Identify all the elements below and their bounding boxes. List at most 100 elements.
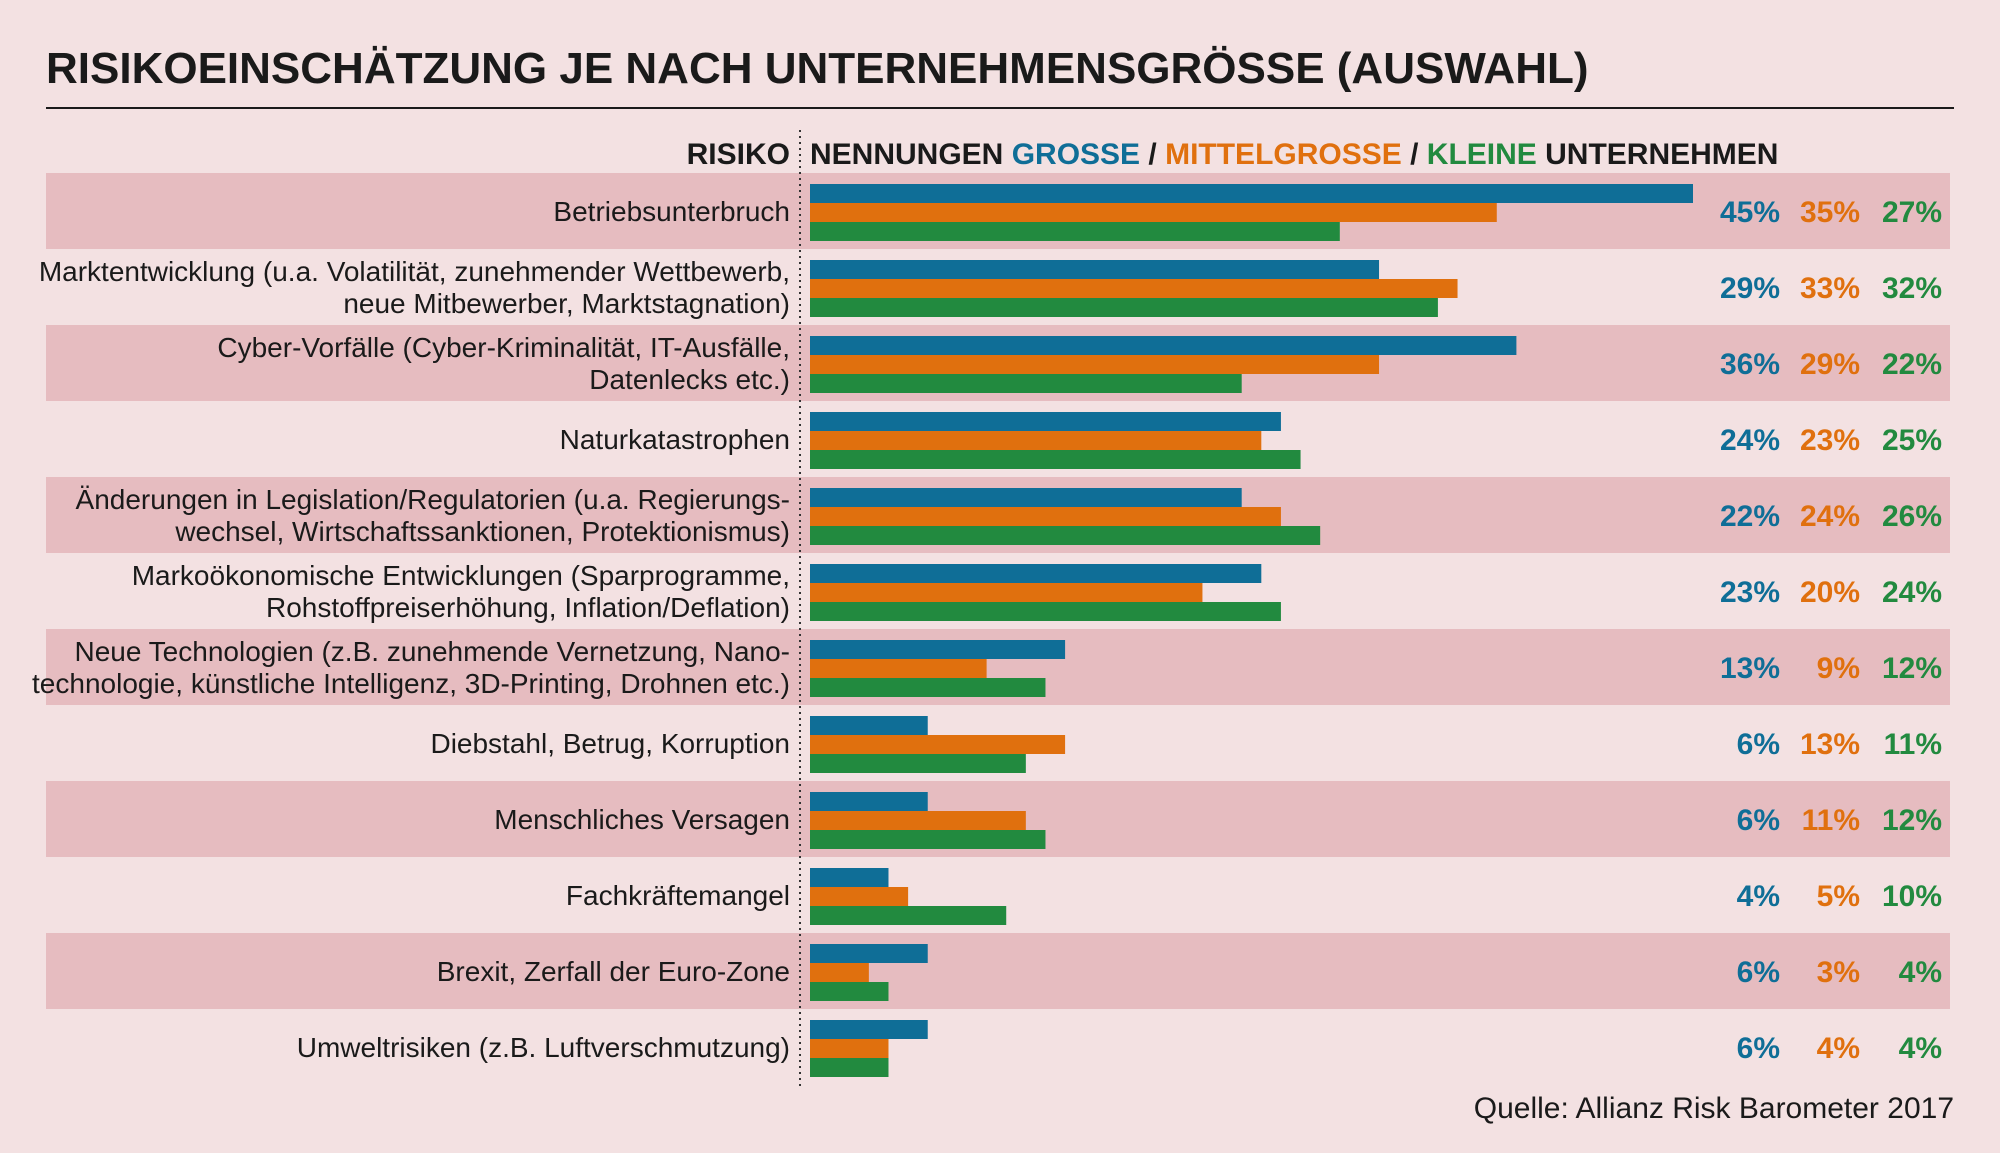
category-label: Umweltrisiken (z.B. Luftverschmutzung)	[297, 1032, 790, 1063]
category-label: Neue Technologien (z.B. zunehmende Verne…	[74, 636, 790, 667]
data-label: 24%	[1720, 424, 1780, 457]
bar-mittelgrosse	[810, 659, 987, 678]
data-label: 36%	[1720, 348, 1780, 381]
category-label: Cyber-Vorfälle (Cyber-Kriminalität, IT-A…	[217, 332, 790, 363]
bar-kleine	[810, 830, 1046, 849]
data-label: 24%	[1800, 500, 1860, 533]
data-label: 22%	[1882, 348, 1942, 381]
category-label: wechsel, Wirtschaftssanktionen, Protekti…	[174, 516, 790, 547]
data-label: 6%	[1737, 956, 1780, 989]
bar-kleine	[810, 222, 1340, 241]
value-header-part: /	[1140, 138, 1165, 171]
data-label: 11%	[1884, 728, 1942, 761]
bar-kleine	[810, 678, 1046, 697]
bar-grosse	[810, 792, 928, 811]
bar-grosse	[810, 412, 1281, 431]
data-label: 27%	[1882, 196, 1942, 229]
bar-kleine	[810, 526, 1321, 545]
value-header-part: UNTERNEHMEN	[1537, 138, 1779, 171]
category-label: Markoökonomische Entwicklungen (Sparprog…	[132, 560, 790, 591]
category-label: Marktentwicklung (u.a. Volatilität, zune…	[39, 256, 790, 287]
data-label: 11%	[1802, 804, 1860, 837]
bar-mittelgrosse	[810, 583, 1203, 602]
data-label: 6%	[1737, 804, 1780, 837]
value-header-part: GROSSE	[1012, 138, 1140, 171]
data-label: 13%	[1800, 728, 1860, 761]
category-label: Brexit, Zerfall der Euro-Zone	[437, 956, 790, 987]
data-label: 45%	[1720, 196, 1780, 229]
category-label: Betriebsunterbruch	[553, 196, 790, 227]
bar-mittelgrosse	[810, 203, 1497, 222]
bar-kleine	[810, 450, 1301, 469]
bars	[810, 184, 1693, 1077]
data-label: 23%	[1720, 576, 1780, 609]
chart-title: RISIKOEINSCHÄTZUNG JE NACH UNTERNEHMENSG…	[46, 44, 1589, 93]
bar-mittelgrosse	[810, 963, 869, 982]
data-label: 13%	[1720, 652, 1780, 685]
value-labels: 45% 35% 27% 29% 33% 32% 36% 29% 22% 24% 23% 25% 22% 2…	[1720, 196, 1942, 1065]
data-label: 35%	[1800, 196, 1860, 229]
data-label: 29%	[1720, 272, 1780, 305]
data-label: 6%	[1737, 728, 1780, 761]
bar-grosse	[810, 716, 928, 735]
data-label: 10%	[1882, 880, 1942, 913]
data-label: 12%	[1882, 804, 1942, 837]
value-header-prefix: NENNUNGEN	[810, 138, 1012, 171]
category-label: Fachkräftemangel	[566, 880, 790, 911]
category-label: Diebstahl, Betrug, Korruption	[430, 728, 790, 759]
data-label: 20%	[1800, 576, 1860, 609]
value-header-part: KLEINE	[1427, 138, 1537, 171]
bar-kleine	[810, 754, 1026, 773]
bar-mittelgrosse	[810, 811, 1026, 830]
bar-grosse	[810, 184, 1693, 203]
data-label: 32%	[1882, 272, 1942, 305]
row-band	[46, 933, 1950, 1009]
data-label: 6%	[1737, 1032, 1780, 1065]
bar-mittelgrosse	[810, 279, 1458, 298]
source-note: Quelle: Allianz Risk Barometer 2017	[1474, 1092, 1954, 1125]
data-label: 22%	[1720, 500, 1780, 533]
value-header-part: MITTELGROSSE	[1165, 138, 1402, 171]
bar-grosse	[810, 944, 928, 963]
bar-kleine	[810, 298, 1438, 317]
value-header-part: /	[1402, 138, 1427, 171]
data-label: 4%	[1899, 1032, 1942, 1065]
bar-grosse	[810, 488, 1242, 507]
bar-grosse	[810, 868, 889, 887]
data-label: 3%	[1817, 956, 1860, 989]
category-header: RISIKO	[687, 138, 790, 171]
data-label: 33%	[1800, 272, 1860, 305]
data-label: 12%	[1882, 652, 1942, 685]
bar-kleine	[810, 982, 889, 1001]
bar-grosse	[810, 260, 1380, 279]
bar-mittelgrosse	[810, 355, 1380, 374]
data-label: 23%	[1800, 424, 1860, 457]
bar-kleine	[810, 374, 1242, 393]
bar-kleine	[810, 1058, 889, 1077]
category-label: Änderungen in Legislation/Regulatorien (…	[76, 484, 790, 515]
data-label: 24%	[1882, 576, 1942, 609]
bar-kleine	[810, 906, 1007, 925]
category-label: Rohstoffpreiserhöhung, Inflation/Deflati…	[266, 592, 790, 623]
data-label: 29%	[1800, 348, 1860, 381]
bar-mittelgrosse	[810, 1039, 889, 1058]
category-label: Menschliches Versagen	[494, 804, 790, 835]
data-label: 4%	[1899, 956, 1942, 989]
bar-grosse	[810, 640, 1066, 659]
bar-grosse	[810, 1020, 928, 1039]
data-label: 26%	[1882, 500, 1942, 533]
data-label: 9%	[1817, 652, 1860, 685]
category-label: Naturkatastrophen	[560, 424, 790, 455]
category-label: Datenlecks etc.)	[589, 364, 790, 395]
data-label: 25%	[1882, 424, 1942, 457]
bar-mittelgrosse	[810, 887, 909, 906]
category-label: neue Mitbewerber, Marktstagnation)	[343, 288, 790, 319]
bar-grosse	[810, 564, 1262, 583]
bar-mittelgrosse	[810, 735, 1066, 754]
bar-grosse	[810, 336, 1517, 355]
value-header: NENNUNGEN GROSSE / MITTELGROSSE / KLEINE…	[810, 138, 1778, 171]
data-label: 5%	[1817, 880, 1860, 913]
bar-mittelgrosse	[810, 507, 1281, 526]
